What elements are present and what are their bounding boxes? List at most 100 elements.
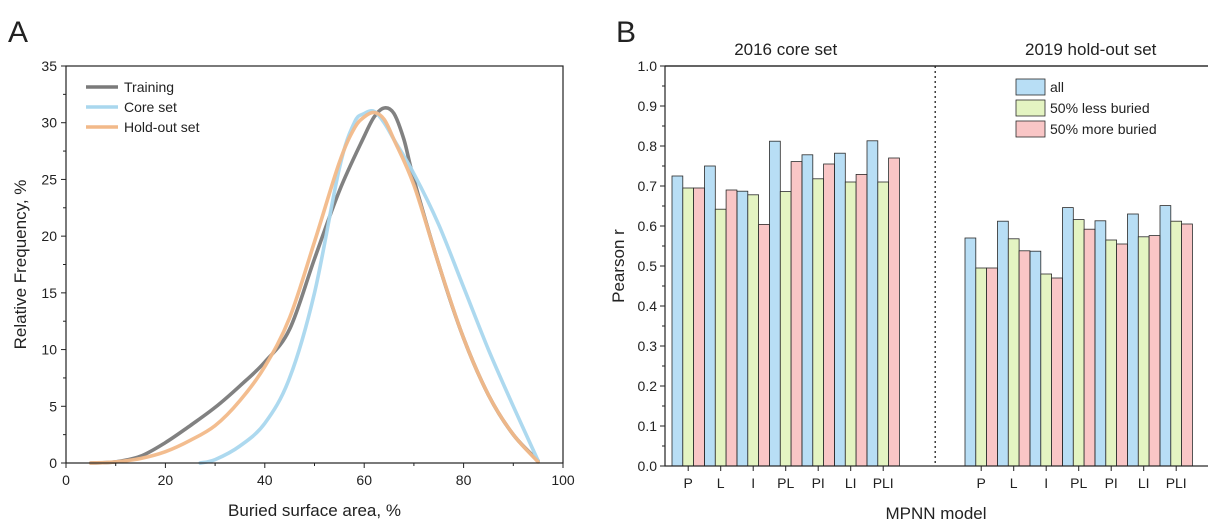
panel-b-x-tick-label: LI [1138, 475, 1150, 491]
panel-b-bar [1137, 236, 1150, 467]
panel-b-bar [1116, 243, 1128, 467]
panel-a-y-tick-label: 15 [41, 285, 57, 301]
panel-b-legend-swatch [1015, 99, 1046, 117]
panel-b-bar [1181, 223, 1193, 467]
panel-a-x-tick-label: 0 [62, 472, 70, 488]
panel-b-bar [975, 267, 987, 467]
panel-b-bar [844, 181, 857, 467]
panel-b-bar-chart: B 0.00.10.20.30.40.50.60.70.80.91.0P L I PL… [609, 16, 1208, 523]
panel-b-bar [779, 191, 792, 467]
panel-a-y-tick-label: 20 [41, 228, 57, 244]
panel-b-group-title: 2016 core set [734, 40, 837, 59]
panel-a-legend-label: Training [124, 79, 174, 95]
panel-b-bar [1170, 220, 1183, 467]
panel-b-x-tick-label: LI [845, 475, 857, 491]
panel-b-legend-label: 50% more buried [1050, 121, 1157, 137]
panel-a-y-axis-title: Relative Frequency, % [11, 180, 30, 350]
panel-b-x-tick-label: I [751, 475, 755, 491]
panel-b-bar [1062, 207, 1074, 467]
panel-b-x-axis-title: MPNN model [885, 504, 986, 523]
panel-b-x-tick-label: PLI [873, 475, 894, 491]
panel-a-line-chart: A 0 20 40 60 80 100 0 5 10 15 20 25 30 35 Training Cor… [8, 16, 575, 520]
panel-b-bar [1007, 238, 1020, 467]
panel-b-bar [1029, 250, 1042, 467]
panel-a-y-tick-label: 30 [41, 115, 57, 131]
panel-a-x-axis-title: Buried surface area, % [228, 501, 401, 520]
panel-b-bar [736, 190, 749, 467]
panel-b-bar [769, 140, 781, 467]
panel-b-bar [1127, 213, 1139, 467]
panel-b-bar [801, 154, 814, 467]
panel-b-bar [1105, 239, 1118, 467]
panel-a-x-tick-label: 60 [356, 472, 372, 488]
panel-b-bar [1159, 205, 1172, 467]
panel-b-letter: B [616, 16, 636, 49]
panel-a-y-tick-label: 25 [41, 171, 57, 187]
panel-a-legend-label: Core set [124, 99, 177, 115]
panel-a-y-tick-label: 35 [41, 58, 57, 74]
panel-b-bar [986, 267, 998, 467]
panel-b-bar [823, 163, 835, 467]
panel-b-bar [866, 140, 879, 467]
panel-b-x-tick-label: P [977, 475, 986, 491]
panel-a-y-tick-label: 10 [41, 342, 57, 358]
panel-b-bar [747, 194, 759, 467]
panel-b-y-tick-label: 0.2 [638, 378, 658, 394]
panel-b-x-tick-label: PL [777, 475, 794, 491]
panel-b-ticks: 0.00.10.20.30.40.50.60.70.80.91.0P L I PL PI… [638, 58, 1187, 491]
panel-a-x-tick-label: 40 [257, 472, 273, 488]
panel-b-x-tick-label: I [1044, 475, 1048, 491]
panel-b-bar [704, 165, 716, 467]
panel-a-y-tick-label: 5 [49, 398, 57, 414]
panel-b-bar [1094, 220, 1107, 467]
panel-a-x-tick-label: 20 [158, 472, 174, 488]
panel-b-bar [790, 161, 803, 467]
panel-b-legend-swatch [1015, 120, 1046, 138]
panel-b-bar [682, 187, 694, 467]
panel-b-group-titles: 2016 core set 2019 hold-out set [665, 40, 1208, 67]
panel-b-bar [1040, 273, 1053, 467]
panel-b-x-tick-label: P [684, 475, 693, 491]
panel-a-series-line-2 [89, 110, 540, 465]
panel-b-y-tick-label: 0.9 [638, 98, 658, 114]
panel-b-legend-swatch [1015, 78, 1046, 96]
panel-b-bar [834, 152, 846, 467]
panel-a-ticks: 0 20 40 60 80 100 0 5 10 15 20 25 30 35 [41, 58, 574, 488]
panel-b-x-tick-label: L [717, 475, 725, 491]
panel-b-x-tick-label: PLI [1166, 475, 1187, 491]
panel-a-curves [89, 106, 540, 465]
panel-b-bar [714, 208, 727, 467]
panel-b-bar [888, 157, 900, 467]
panel-a-x-tick-label: 100 [551, 472, 575, 488]
panel-b-bar [855, 173, 868, 467]
panel-a-letter: A [8, 16, 28, 49]
panel-b-bar [1148, 235, 1161, 467]
panel-a-legend-label: Hold-out set [124, 119, 200, 135]
panel-b-bar [964, 237, 977, 467]
panel-b-y-tick-label: 0.6 [638, 218, 658, 234]
panel-b-legend: all 50% less buried 50% more buried [1015, 78, 1157, 138]
panel-b-y-tick-label: 0.4 [638, 298, 658, 314]
panel-b-bar [812, 178, 824, 467]
panel-b-y-tick-label: 0.0 [638, 458, 658, 474]
panel-b-bar [1051, 277, 1063, 467]
panel-b-bar [725, 189, 738, 467]
panel-b-bar [1083, 228, 1096, 467]
panel-a-legend: Training Core set Hold-out set [86, 79, 200, 135]
panel-b-x-tick-label: PI [812, 475, 825, 491]
panel-a-y-tick-label: 0 [49, 455, 57, 471]
panel-b-y-tick-label: 0.8 [638, 138, 658, 154]
panel-b-bar [671, 175, 684, 467]
panel-b-legend-label: all [1050, 79, 1064, 95]
panel-b-y-tick-label: 1.0 [638, 58, 658, 74]
panel-a-x-tick-label: 80 [456, 472, 472, 488]
panel-b-x-tick-label: L [1010, 475, 1018, 491]
panel-b-bar [758, 223, 770, 467]
panel-b-bar [693, 187, 705, 467]
panel-b-y-tick-label: 0.5 [638, 258, 658, 274]
panel-b-y-axis-title: Pearson r [609, 229, 628, 303]
panel-b-group-title: 2019 hold-out set [1025, 40, 1157, 59]
panel-b-bar [1072, 219, 1085, 467]
panel-b-legend-label: 50% less buried [1050, 100, 1150, 116]
